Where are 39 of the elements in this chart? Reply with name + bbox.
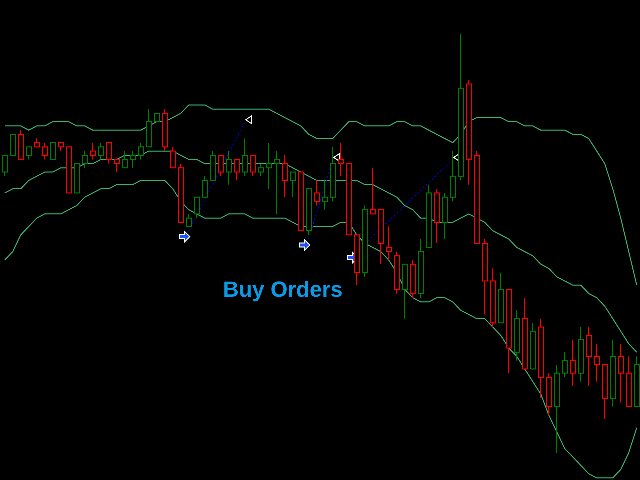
- candlestick: [242, 138, 248, 177]
- candlestick: [42, 142, 48, 160]
- candlestick: [98, 142, 104, 160]
- candlestick: [234, 159, 240, 182]
- candlestick: [50, 142, 56, 160]
- candlestick: [338, 142, 344, 177]
- candlestick: [370, 168, 376, 215]
- candlestick: [314, 180, 320, 206]
- candlestick: [114, 159, 120, 173]
- candlestick: [186, 214, 192, 228]
- candlestick: [250, 155, 256, 177]
- candlestick: [90, 142, 96, 160]
- candlestick: [106, 142, 112, 164]
- candlestick: [322, 180, 328, 210]
- candlestick: [258, 163, 264, 177]
- candlestick: [202, 176, 208, 198]
- candlestick: [282, 155, 288, 198]
- candlestick: [130, 150, 136, 169]
- candlestick: [170, 146, 176, 169]
- candlestick: [226, 150, 232, 186]
- candlestick: [274, 150, 280, 215]
- candlestick: [218, 155, 224, 177]
- candlestick: [290, 172, 296, 198]
- candlestick: [562, 352, 568, 378]
- candlestick: [266, 142, 272, 190]
- annotation: Buy Orders: [223, 277, 343, 302]
- candlestick: [2, 155, 8, 177]
- candlestick: [122, 150, 128, 169]
- candlestick: [26, 146, 32, 160]
- candlestick: [570, 339, 576, 386]
- candlestick: [82, 150, 88, 169]
- candlestick: [450, 150, 456, 202]
- candlestick: [138, 142, 144, 160]
- candlestick: [10, 134, 16, 156]
- candlestick: [194, 196, 200, 219]
- candlestick: [594, 344, 600, 382]
- candlestick: [586, 326, 592, 386]
- candlestick: [386, 226, 392, 261]
- candlestick: [618, 344, 624, 404]
